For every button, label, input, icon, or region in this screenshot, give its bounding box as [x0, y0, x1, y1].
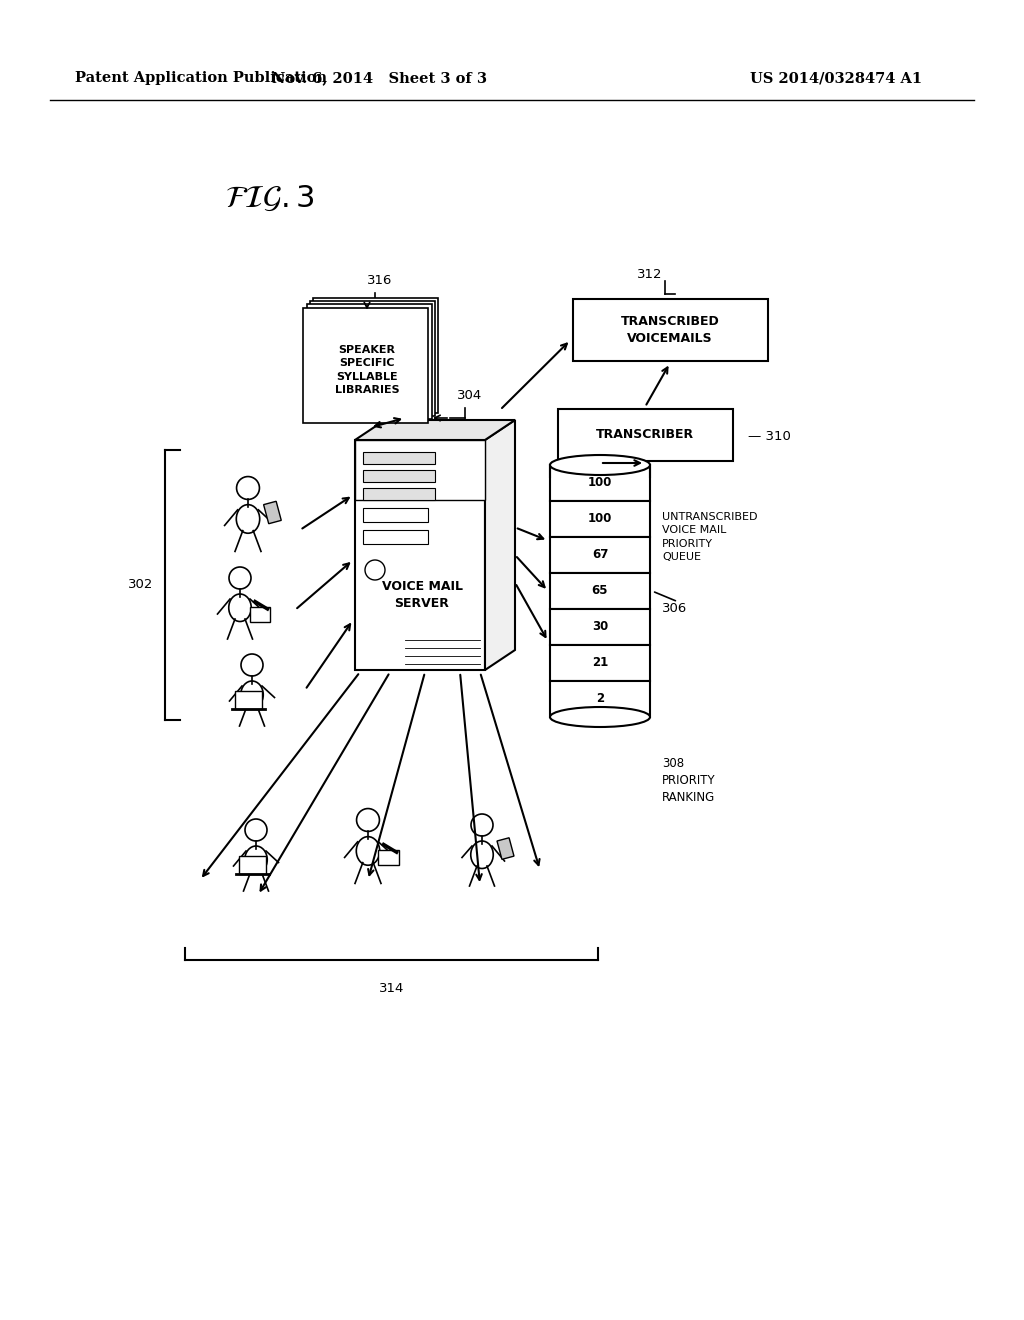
Circle shape: [471, 814, 493, 836]
Text: Nov. 6, 2014   Sheet 3 of 3: Nov. 6, 2014 Sheet 3 of 3: [272, 71, 487, 84]
Text: 304: 304: [458, 389, 482, 403]
Text: 100: 100: [588, 512, 612, 525]
Bar: [306, 304, 431, 418]
Bar: [263, 502, 282, 524]
Ellipse shape: [245, 846, 267, 874]
Bar: [234, 690, 262, 709]
Text: 21: 21: [592, 656, 608, 669]
Circle shape: [245, 818, 267, 841]
Text: TRANSCRIBED
VOICEMAILS: TRANSCRIBED VOICEMAILS: [621, 315, 720, 345]
Ellipse shape: [241, 681, 263, 709]
Text: TRANSCRIBER: TRANSCRIBER: [596, 429, 694, 441]
Ellipse shape: [471, 841, 494, 869]
Polygon shape: [355, 420, 515, 440]
Circle shape: [356, 809, 380, 832]
Text: 316: 316: [368, 275, 392, 288]
Polygon shape: [485, 420, 515, 671]
Text: UNTRANSCRIBED
VOICE MAIL
PRIORITY
QUEUE: UNTRANSCRIBED VOICE MAIL PRIORITY QUEUE: [662, 512, 758, 562]
Text: 65: 65: [592, 585, 608, 598]
Text: 312: 312: [637, 268, 663, 281]
Text: SPEAKER
SPECIFIC
SYLLABLE
LIBRARIES: SPEAKER SPECIFIC SYLLABLE LIBRARIES: [335, 346, 399, 395]
Bar: [572, 300, 768, 360]
Bar: [355, 440, 485, 671]
Circle shape: [237, 477, 259, 499]
Text: US 2014/0328474 A1: US 2014/0328474 A1: [750, 71, 923, 84]
Text: $\mathcal{FIG}$$\mathit{. 3}$: $\mathcal{FIG}$$\mathit{. 3}$: [225, 182, 314, 214]
Text: 302: 302: [128, 578, 153, 591]
Circle shape: [241, 653, 263, 676]
Bar: [362, 470, 434, 482]
Text: 2: 2: [596, 693, 604, 705]
Bar: [550, 465, 650, 502]
Bar: [362, 531, 428, 544]
Ellipse shape: [237, 504, 260, 533]
Bar: [550, 537, 650, 573]
Bar: [550, 502, 650, 537]
Text: Patent Application Publication: Patent Application Publication: [75, 71, 327, 84]
Text: 67: 67: [592, 549, 608, 561]
Text: VOICE MAIL
SERVER: VOICE MAIL SERVER: [382, 579, 463, 610]
Ellipse shape: [550, 708, 650, 727]
Bar: [379, 850, 399, 865]
Bar: [497, 838, 514, 859]
Bar: [550, 609, 650, 645]
Circle shape: [365, 560, 385, 579]
Text: 100: 100: [588, 477, 612, 490]
Bar: [355, 440, 485, 500]
Bar: [550, 681, 650, 717]
Text: 314: 314: [379, 982, 404, 995]
Bar: [550, 573, 650, 609]
Bar: [362, 451, 434, 465]
Ellipse shape: [228, 594, 251, 622]
Bar: [302, 308, 427, 422]
Bar: [362, 488, 434, 500]
Bar: [250, 606, 270, 622]
Ellipse shape: [356, 837, 380, 865]
Bar: [312, 297, 437, 412]
Text: 308
PRIORITY
RANKING: 308 PRIORITY RANKING: [662, 756, 716, 804]
Text: 306: 306: [662, 602, 687, 615]
Bar: [362, 508, 428, 521]
Ellipse shape: [550, 455, 650, 475]
Text: — 310: — 310: [748, 430, 791, 444]
Text: 30: 30: [592, 620, 608, 634]
Bar: [557, 409, 732, 461]
Circle shape: [229, 568, 251, 589]
Bar: [309, 301, 434, 416]
Bar: [239, 855, 266, 874]
Bar: [550, 645, 650, 681]
